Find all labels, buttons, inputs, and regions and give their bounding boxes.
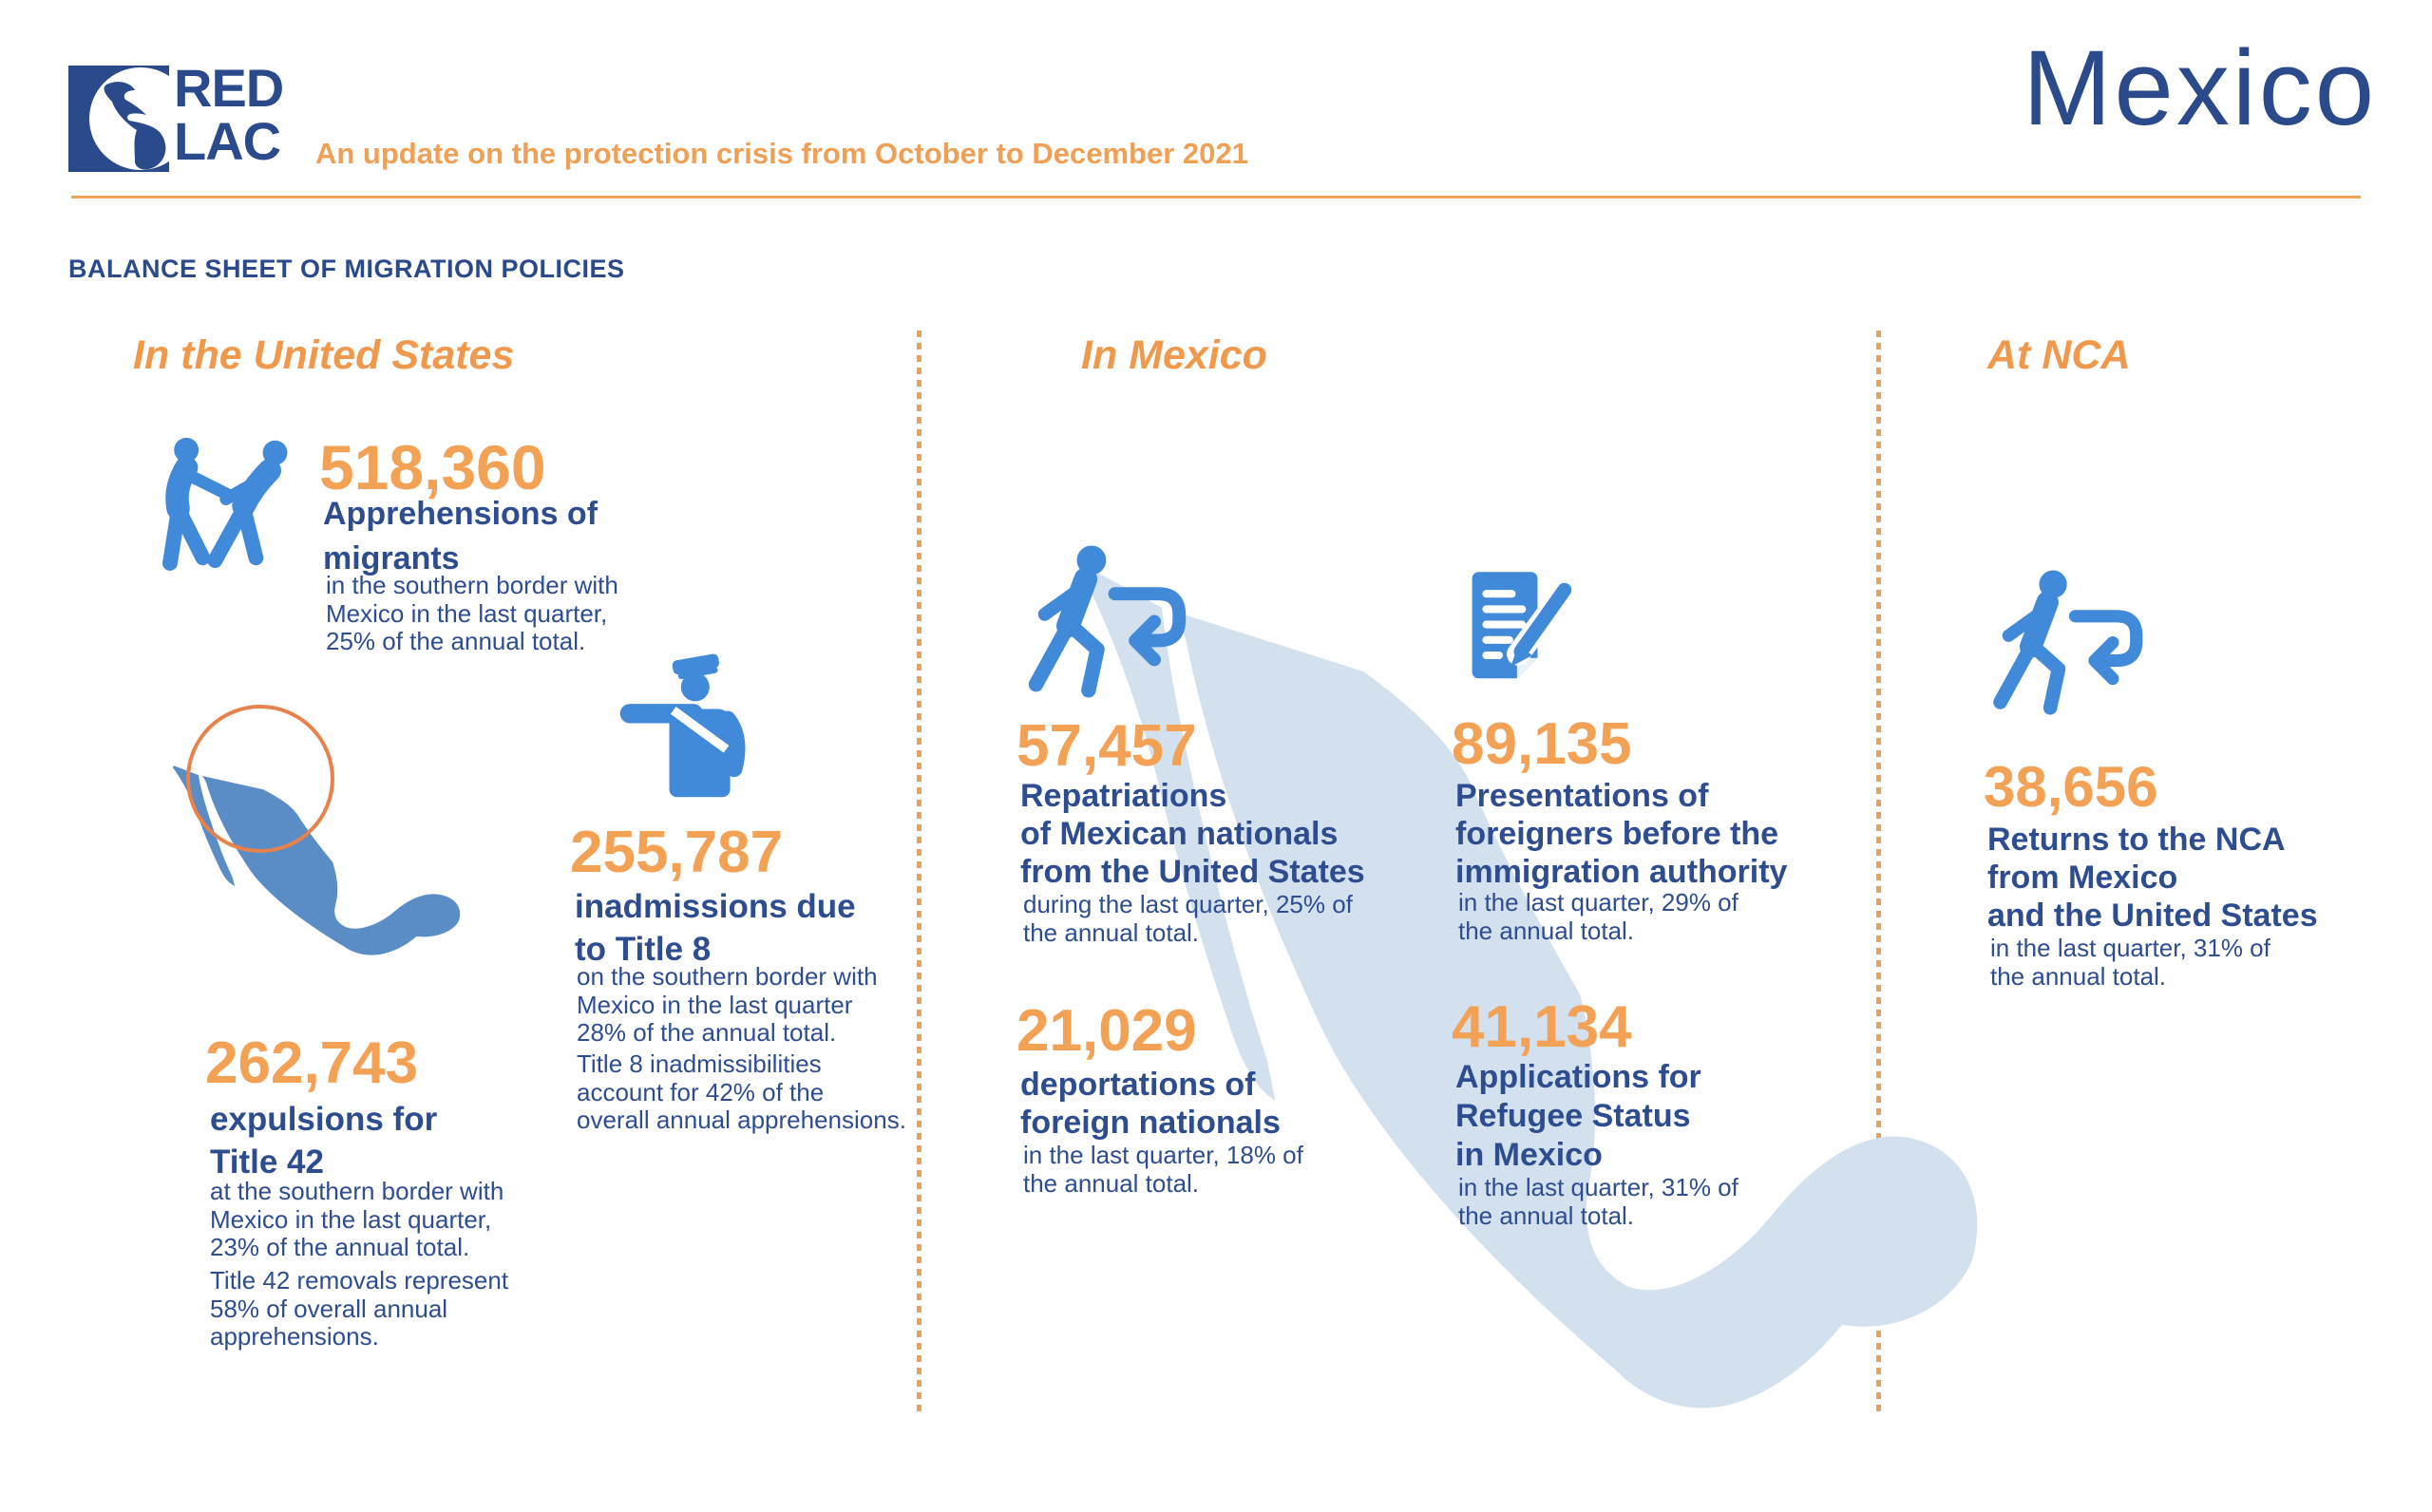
stat-value-presentations: 89,135 <box>1452 711 1632 777</box>
stat-label-refugee-applications: Applications for Refugee Status in Mexic… <box>1455 1059 1701 1173</box>
border-highlight-circle <box>186 705 334 853</box>
column-separator-right <box>1876 331 1881 1415</box>
column-heading-us: In the United States <box>133 332 515 378</box>
stat-label-inadmissions: inadmissions due to Title 8 <box>575 888 856 968</box>
column-heading-mexico: In Mexico <box>1081 332 1267 378</box>
stat-value-apprehensions: 518,360 <box>319 432 546 502</box>
section-title: BALANCE SHEET OF MIGRATION POLICIES <box>68 255 625 283</box>
stat-label-deportations: deportations of foreign nationals <box>1020 1067 1281 1141</box>
stat-label-expulsions: expulsions for Title 42 <box>210 1101 438 1181</box>
stat-value-repatriations: 57,457 <box>1016 713 1197 779</box>
person-return-arrow-icon <box>1028 545 1187 698</box>
document-pen-icon <box>1472 572 1579 679</box>
stat-note-expulsions: Title 42 removals represent 58% of overa… <box>210 1266 509 1351</box>
logo-text-red: RED <box>174 58 284 118</box>
stat-body-returns: in the last quarter, 31% of the annual t… <box>1990 934 2270 991</box>
page-title: Mexico <box>2023 28 2377 147</box>
stat-label-returns: Returns to the NCA from Mexico and the U… <box>1987 822 2318 934</box>
stat-body-presentations: in the last quarter, 29% of the annual t… <box>1458 888 1738 945</box>
stat-body-inadmissions: on the southern border with Mexico in th… <box>577 962 878 1047</box>
stat-body-deportations: in the last quarter, 18% of the annual t… <box>1023 1141 1303 1198</box>
report-subtitle: An update on the protection crisis from … <box>315 137 1248 170</box>
redlac-logo-icon <box>68 66 173 172</box>
stat-label-apprehensions: Apprehensions of migrants <box>323 496 598 576</box>
stat-value-expulsions: 262,743 <box>205 1030 419 1096</box>
stat-label-repatriations: Repatriations of Mexican nationals from … <box>1020 778 1365 890</box>
people-apprehension-icon <box>162 437 288 571</box>
header-divider <box>71 196 2361 198</box>
stat-note-inadmissions: Title 8 inadmissibilities account for 42… <box>577 1049 906 1134</box>
logo-text-lac: LAC <box>174 111 281 171</box>
stat-body-expulsions: at the southern border with Mexico in th… <box>210 1177 504 1261</box>
stat-label-presentations: Presentations of foreigners before the i… <box>1455 778 1788 890</box>
border-officer-icon <box>619 653 746 798</box>
column-heading-nca: At NCA <box>1987 332 2131 378</box>
stat-value-returns: 38,656 <box>1984 755 2158 819</box>
stat-body-refugee-applications: in the last quarter, 31% of the annual t… <box>1458 1173 1738 1230</box>
person-return-arrow-icon <box>1993 570 2143 715</box>
stat-body-repatriations: during the last quarter, 25% of the annu… <box>1023 890 1353 947</box>
stat-value-inadmissions: 255,787 <box>570 820 784 885</box>
stat-value-deportations: 21,029 <box>1016 998 1197 1064</box>
mexico-map-background <box>1081 565 1978 1408</box>
stat-body-apprehensions: in the southern border with Mexico in th… <box>326 571 618 655</box>
column-separator-left <box>917 331 922 1415</box>
stat-value-refugee-applications: 41,134 <box>1452 994 1632 1060</box>
